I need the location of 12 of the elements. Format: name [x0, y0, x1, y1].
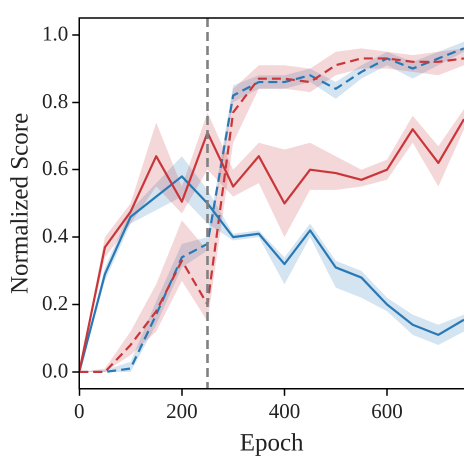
y-tick-label: 0.6	[42, 156, 68, 180]
x-tick-label: 200	[166, 398, 198, 423]
y-tick-label: 0.0	[42, 358, 68, 382]
y-axis-title: Normalized Score	[6, 112, 34, 294]
x-axis-title: Epoch	[240, 430, 304, 457]
y-tick-label: 0.2	[42, 291, 68, 316]
x-tick-label: 400	[268, 398, 300, 423]
x-tick-label: 0	[74, 398, 84, 423]
x-tick-label: 600	[371, 398, 403, 423]
y-tick-label: 0.8	[42, 88, 68, 113]
y-tick-label: 1.0	[42, 21, 68, 46]
y-tick-label: 0.4	[42, 224, 69, 248]
